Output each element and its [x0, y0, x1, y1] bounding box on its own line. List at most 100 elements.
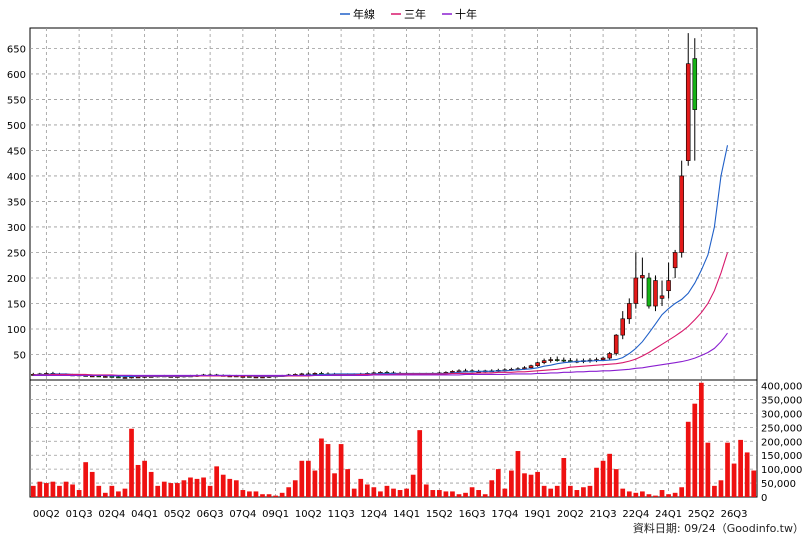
price-tick-label: 50 — [13, 350, 26, 361]
price-panel: 50 100 150 200 250 300 350 400 450 500 550 600 650 — [7, 27, 758, 381]
volume-bar — [371, 487, 377, 497]
candle — [620, 311, 625, 340]
volume-bar — [640, 491, 645, 497]
price-tick-label: 450 — [7, 146, 26, 157]
candle-body — [633, 277, 639, 304]
x-tick-label: 22Q4 — [622, 509, 649, 520]
volume-bar — [679, 487, 685, 497]
volume-bar — [175, 483, 180, 497]
volume-bar — [83, 462, 89, 497]
candle — [692, 38, 698, 161]
volume-tick-label: 100,000 — [761, 465, 802, 476]
volume-bar — [731, 463, 737, 497]
candle-body — [116, 376, 121, 379]
candle-body — [240, 376, 246, 378]
candle-body — [672, 252, 678, 269]
candle-body — [96, 375, 102, 378]
volume-bar — [279, 492, 285, 497]
volume-bar — [319, 438, 324, 497]
volume-bar — [410, 474, 416, 497]
volume-bar — [600, 460, 606, 497]
x-tick-label: 06Q3 — [197, 509, 224, 520]
x-tick-label: 17Q4 — [491, 509, 518, 520]
volume-bar — [515, 451, 521, 497]
x-tick-label: 01Q3 — [66, 509, 93, 520]
candle-body — [129, 376, 134, 379]
candle-body — [450, 371, 455, 373]
volume-bar — [705, 442, 711, 497]
volume-bar — [476, 490, 482, 497]
volume-bar — [436, 490, 442, 497]
volume-bar — [548, 488, 554, 497]
volume-bar — [567, 485, 573, 497]
price-tick-label: 500 — [7, 121, 26, 132]
volume-bar — [96, 485, 102, 497]
candle-body — [522, 367, 527, 370]
volume-bar — [338, 444, 344, 497]
volume-bar — [522, 473, 527, 497]
price-tick-label: 300 — [7, 223, 26, 234]
volume-bar — [312, 470, 318, 497]
volume-bar — [430, 490, 436, 497]
volume-bar — [469, 487, 475, 497]
volume-bar — [63, 481, 69, 497]
ma-line-十年 — [33, 332, 728, 376]
volume-bar — [456, 494, 462, 497]
volume-tick-label: 350,000 — [761, 396, 802, 407]
price-tick-label: 150 — [7, 299, 26, 310]
volume-bar — [646, 494, 652, 497]
volume-bar — [129, 428, 134, 497]
volume-bar — [109, 485, 115, 497]
volume-bar — [44, 483, 49, 497]
volume-bar — [286, 487, 292, 497]
candle-body — [561, 359, 567, 362]
candle-body — [122, 377, 128, 379]
volume-bar — [751, 470, 757, 497]
candle — [666, 262, 671, 299]
candle-body — [109, 376, 115, 378]
volume-tick-label: 300,000 — [761, 409, 802, 420]
volume-bar — [70, 484, 75, 497]
volume-bar — [738, 439, 743, 497]
volume-tick-label: 0 — [761, 493, 767, 504]
volume-bar — [194, 478, 200, 497]
candle — [640, 257, 645, 299]
candle-body — [613, 334, 619, 354]
candle — [685, 33, 691, 166]
candle-body — [600, 357, 606, 360]
x-tick-label: 10Q2 — [295, 509, 322, 520]
volume-bar — [260, 494, 265, 497]
volume-bar — [305, 460, 311, 497]
volume-bar — [292, 480, 298, 497]
x-tick-label: 04Q1 — [131, 509, 158, 520]
candle — [535, 361, 540, 367]
price-tick-label: 100 — [7, 325, 26, 336]
legend-label: 年線 — [353, 7, 375, 21]
candle-body — [89, 375, 95, 378]
volume-bar — [653, 495, 658, 497]
legend-label: 三年 — [404, 7, 426, 21]
volume-bar — [364, 484, 370, 497]
volume-bar — [541, 485, 547, 497]
volume-bar — [581, 487, 586, 497]
x-tick-label: 20Q2 — [557, 509, 584, 520]
x-axis: 00Q2 01Q3 02Q4 04Q1 05Q2 06Q3 07Q4 09Q1 10Q2 11Q3… — [33, 509, 748, 520]
candle-body — [659, 295, 665, 299]
volume-bar — [148, 471, 154, 497]
volume-bar — [89, 471, 95, 497]
volume-bar — [266, 494, 272, 497]
volume-bar — [718, 480, 724, 497]
volume-bar — [489, 480, 495, 497]
x-tick-label: 26Q3 — [721, 509, 748, 520]
candle-body — [247, 376, 252, 378]
price-tick-label: 400 — [7, 172, 26, 183]
candle — [613, 334, 619, 356]
legend-label: 十年 — [455, 7, 477, 21]
x-tick-label: 15Q2 — [426, 509, 453, 520]
x-tick-label: 25Q2 — [688, 509, 715, 520]
volume-bar — [450, 491, 455, 497]
volume-bar — [423, 484, 429, 497]
volume-bar — [233, 480, 239, 497]
